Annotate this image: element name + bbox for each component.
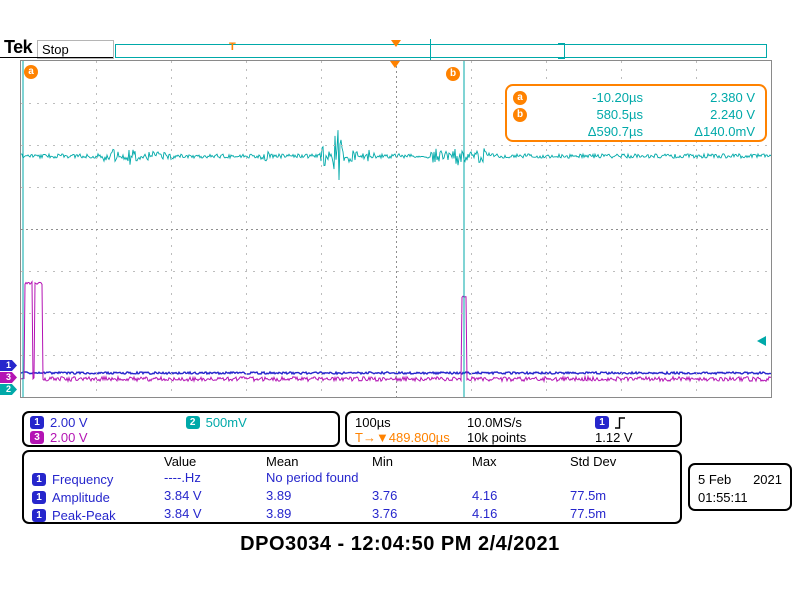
channel1-position-marker: 1 <box>0 360 17 371</box>
graticule <box>20 60 772 398</box>
record-trigger-t-marker: T <box>229 41 236 53</box>
cursor-b-badge: b <box>513 107 527 122</box>
tek-logo: Tek <box>4 37 33 57</box>
meas-channel-badge: 1 <box>32 508 46 522</box>
cursor-delta-row: Δ590.7µs Δ140.0mV <box>513 123 759 140</box>
cursor-a-time: -10.20µs <box>592 90 643 105</box>
datetime-box: 5 Feb 2021 01:55:11 <box>688 463 792 511</box>
meas-min <box>372 470 472 488</box>
meas-row-name: 1 Peak-Peak <box>32 506 164 524</box>
cursor-a-marker[interactable]: a <box>24 65 38 79</box>
trigger-source-badge: 1 <box>595 416 609 429</box>
meas-stddev: 77.5m <box>570 506 607 521</box>
meas-max: 4.16 <box>472 506 498 521</box>
horizontal-row-1: 100µs 10.0MS/s 1 <box>355 415 672 430</box>
trigger-source-cell: 1 <box>595 415 672 430</box>
meas-max <box>472 470 570 488</box>
meas-row-name: 1 Frequency <box>32 470 164 488</box>
timebase: 100µs <box>355 415 391 430</box>
channel1-scale-row: 1 2.00 V 2 500mV <box>30 415 332 430</box>
cursor-delta-volt: Δ140.0mV <box>694 124 755 139</box>
meas-value: ----.Hz <box>164 470 201 485</box>
record-window-line <box>430 39 431 61</box>
meas-min: 3.76 <box>372 488 398 503</box>
date-text: 5 Feb <box>698 471 732 487</box>
channel2-scale: 500mV <box>205 415 247 430</box>
meas-stddev: 77.5m <box>570 488 607 503</box>
meas-header-max: Max <box>472 454 497 469</box>
time-line: 01:55:11 <box>698 488 782 506</box>
header-divider <box>0 57 113 58</box>
year-text: 2021 <box>753 471 782 487</box>
meas-value: 3.84 V <box>164 488 202 503</box>
meas-header-value: Value <box>164 454 197 469</box>
sample-rate: 10.0MS/s <box>467 415 522 430</box>
channel2-scale-group: 2 500mV <box>185 415 247 430</box>
meas-max: 4.16 <box>472 488 498 503</box>
cursor-a-badge: a <box>513 90 527 105</box>
measurements-table: Value Mean Min Max Std Dev 1 Frequency -… <box>32 454 672 524</box>
meas-channel-badge: 1 <box>32 472 46 486</box>
record-view-bar <box>115 44 767 58</box>
record-position-marker-icon <box>391 40 401 47</box>
date-line: 5 Feb 2021 <box>698 470 782 488</box>
meas-header-stddev: Std Dev <box>570 454 617 469</box>
cursor-delta-time: Δ590.7µs <box>587 124 643 139</box>
channel3-badge[interactable]: 3 <box>30 431 44 444</box>
channel3-position-marker: 3 <box>0 372 17 383</box>
meas-header-min: Min <box>372 454 393 469</box>
channel1-badge[interactable]: 1 <box>30 416 44 429</box>
gridline-horizontal <box>21 187 771 188</box>
meas-header-blank <box>32 454 164 470</box>
meas-mean: No period found <box>266 470 359 485</box>
trigger-slope-icon <box>615 417 625 429</box>
meas-mean: 3.89 <box>266 506 292 521</box>
gridline-horizontal <box>21 271 771 272</box>
acquisition-status-box <box>37 40 114 59</box>
gridline-horizontal <box>21 355 771 356</box>
gridline-horizontal <box>21 103 771 104</box>
channel-scales-box: 1 2.00 V 2 500mV 3 2.00 V <box>22 411 340 447</box>
hardcopy-caption: DPO3034 - 12:04:50 PM 2/4/2021 <box>240 533 560 555</box>
gridline-horizontal <box>21 229 771 230</box>
cursor-b-time: 580.5µs <box>596 107 643 122</box>
meas-channel-badge: 1 <box>32 490 46 504</box>
meas-row-name: 1 Amplitude <box>32 488 164 506</box>
record-length: 10k points <box>467 430 527 445</box>
cursor-b-marker[interactable]: b <box>446 67 460 81</box>
cursor-b-row: b 580.5µs 2.240 V <box>513 106 759 123</box>
channel3-scale-row: 3 2.00 V <box>30 430 332 445</box>
record-bracket-icon <box>558 43 565 59</box>
meas-stddev <box>570 470 672 488</box>
horizontal-row-2: T→▼489.800µs 10k points 1.12 V <box>355 430 672 445</box>
horizontal-trigger-box: 100µs 10.0MS/s 1 T→▼489.800µs 10k points… <box>345 411 682 447</box>
trigger-position-icon <box>390 61 400 68</box>
horizontal-delay: T→▼489.800µs <box>355 430 450 445</box>
channel3-scale: 2.00 V <box>50 430 88 445</box>
time-text: 01:55:11 <box>698 489 748 505</box>
channel2-position-marker: 2 <box>0 384 17 395</box>
cursor-b-volt: 2.240 V <box>710 107 755 122</box>
measurements-box: Value Mean Min Max Std Dev 1 Frequency -… <box>22 450 682 524</box>
meas-header-mean: Mean <box>266 454 299 469</box>
channel1-scale: 2.00 V <box>50 415 88 430</box>
channel2-badge[interactable]: 2 <box>185 416 200 429</box>
gridline-horizontal <box>21 145 771 146</box>
meas-min: 3.76 <box>372 506 398 521</box>
cursor-readout-box: a -10.20µs 2.380 V b 580.5µs 2.240 V Δ59… <box>505 84 767 142</box>
meas-mean: 3.89 <box>266 488 292 503</box>
meas-value: 3.84 V <box>164 506 202 521</box>
gridline-horizontal <box>21 313 771 314</box>
trigger-level: 1.12 V <box>595 430 633 445</box>
acquisition-status: Stop <box>42 42 69 57</box>
level-arrow-icon <box>757 336 766 346</box>
cursor-a-row: a -10.20µs 2.380 V <box>513 89 759 106</box>
cursor-a-volt: 2.380 V <box>710 90 755 105</box>
